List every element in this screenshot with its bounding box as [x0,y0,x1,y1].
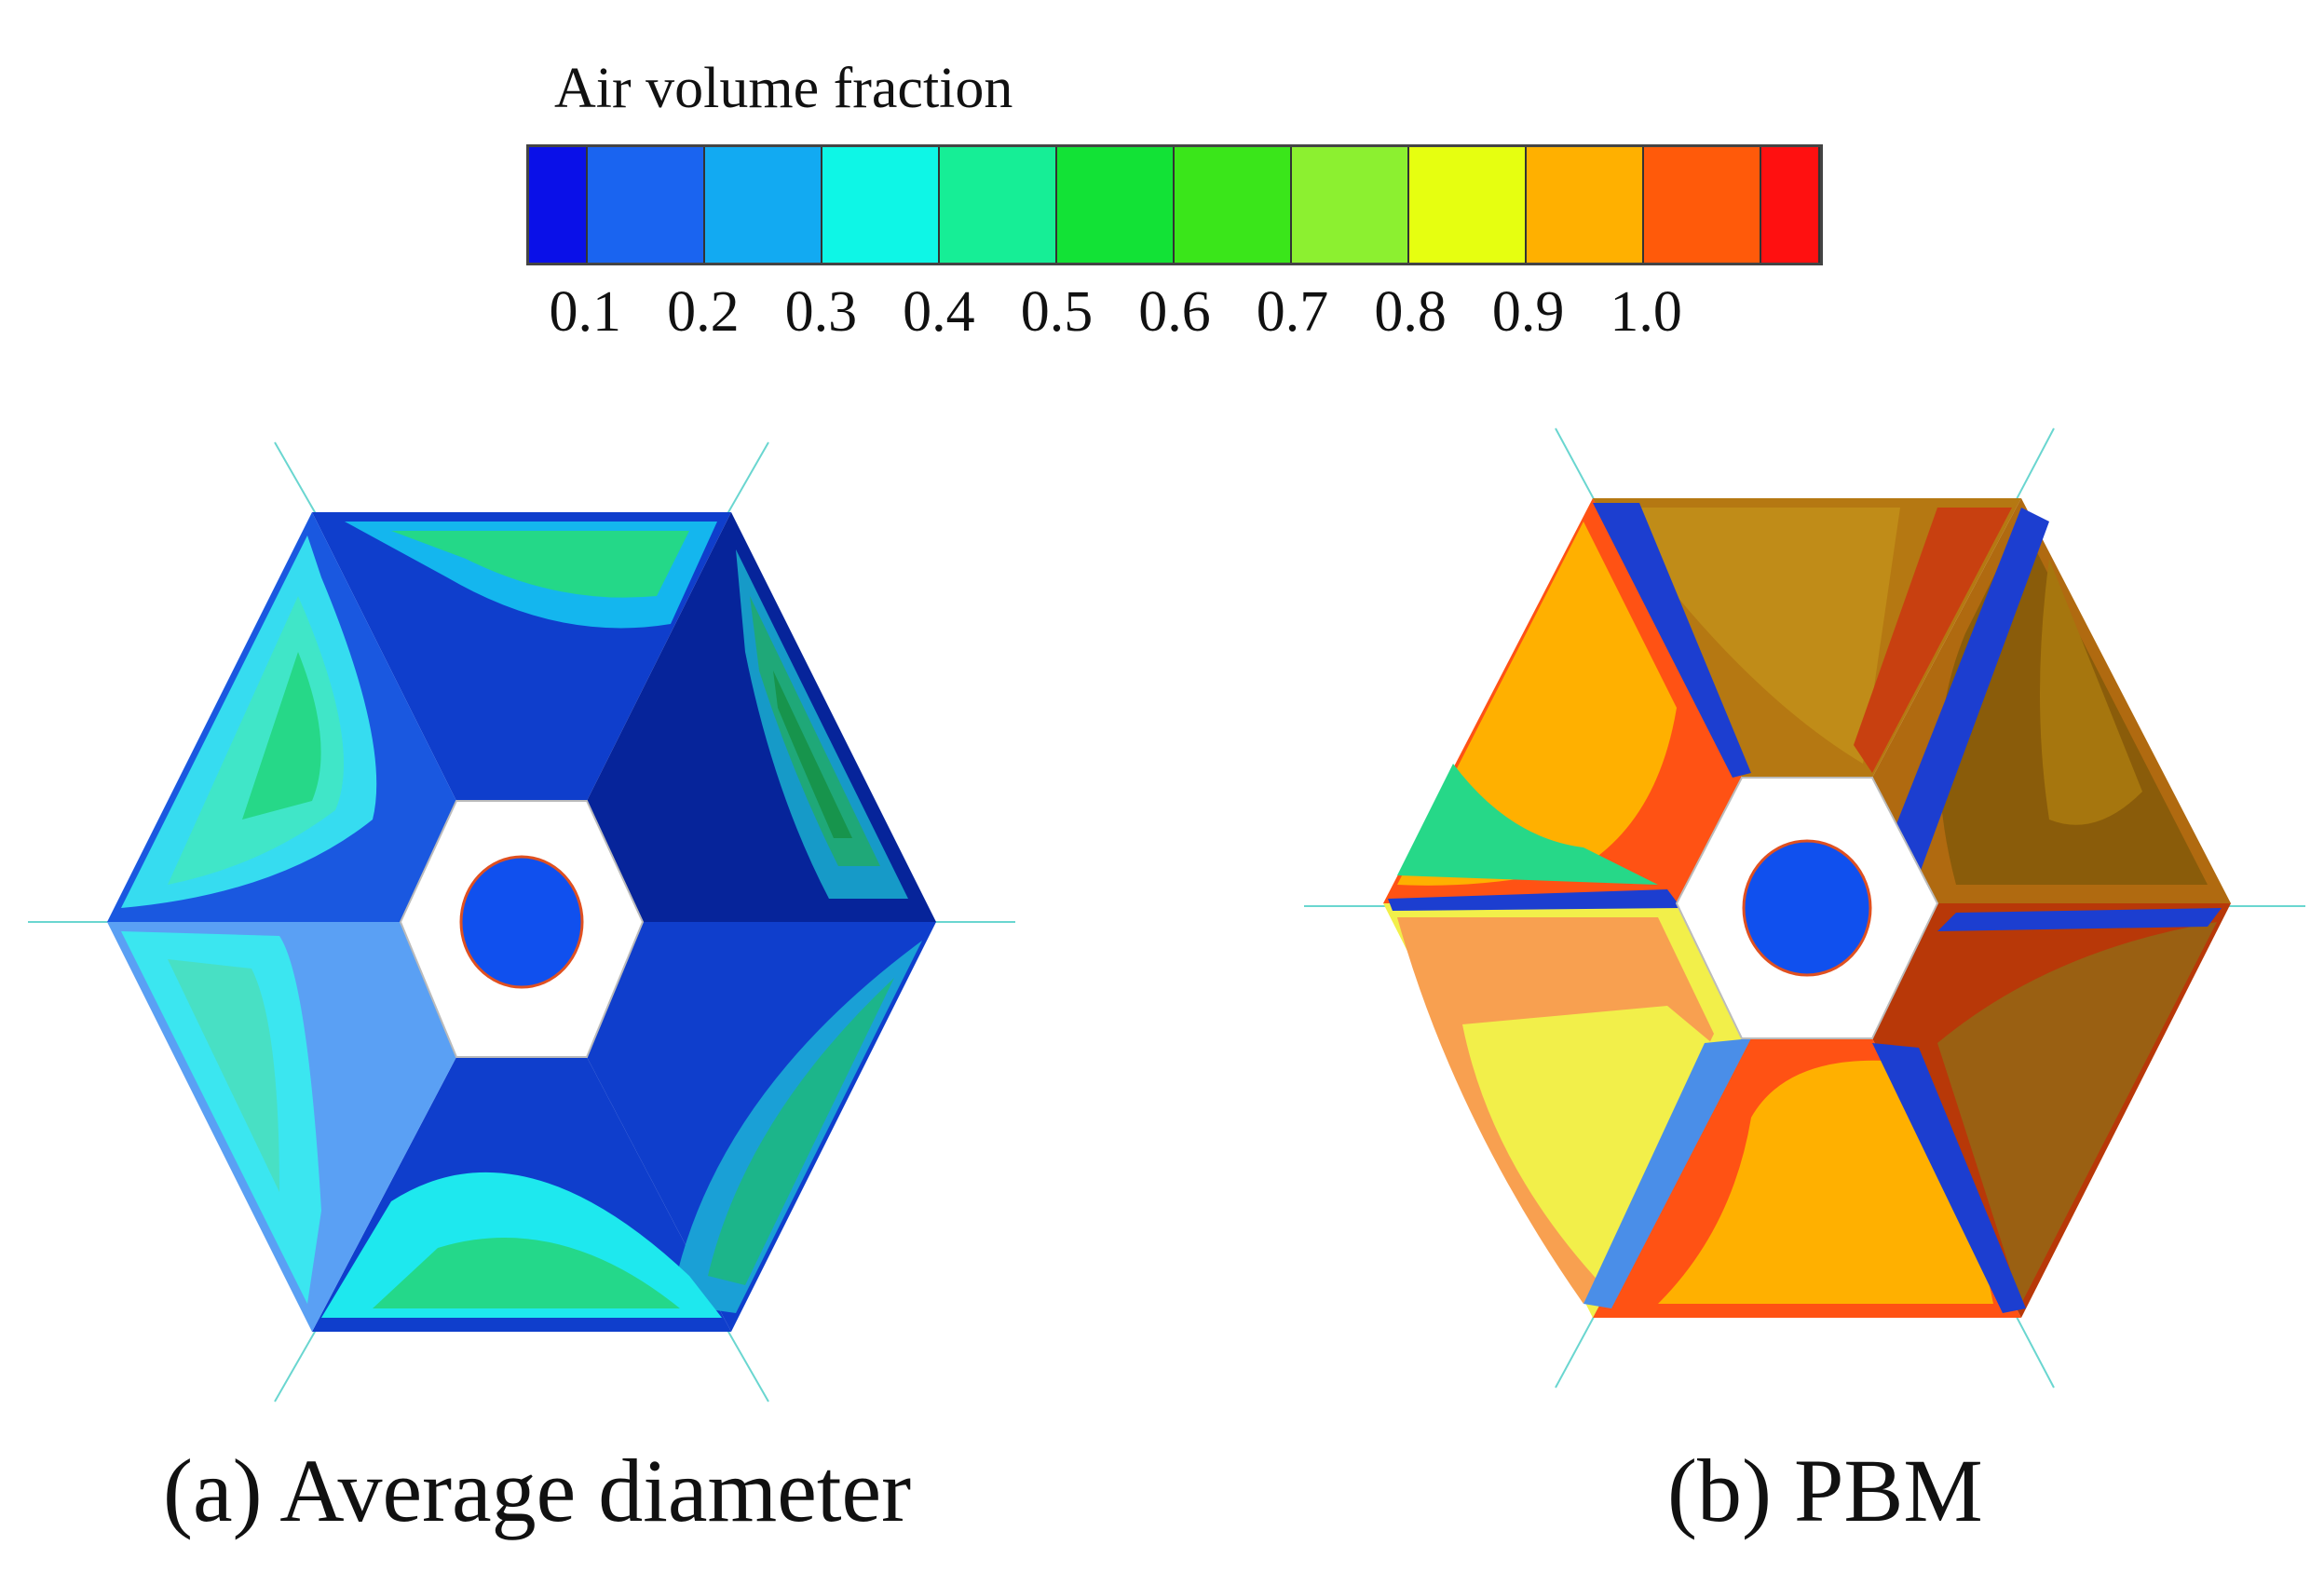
caption-average-diameter: (a) Average diameter [163,1441,912,1540]
colorbar-swatch [1761,147,1820,263]
caption-pbm: (b) PBM [1667,1441,1983,1540]
panel-a-contour [28,441,1015,1403]
colorbar-swatch [588,147,705,263]
colorbar-tick-label: 0.1 [549,280,622,344]
panel-b-central-pipe [1742,839,1872,977]
colorbar-tick-label: 0.9 [1491,280,1565,344]
panel-a-central-pipe [459,855,584,989]
colorbar-swatch [1175,147,1292,263]
colorbar-tick-label: 1.0 [1610,280,1682,344]
colorbar-swatch [1409,147,1527,263]
panel-a-patch-bottom-left [121,931,321,1304]
colorbar-swatch [705,147,822,263]
panel-b-patch-top [1621,508,1900,764]
legend-title: Air volume fraction [554,57,1013,120]
colorbar-swatch [1527,147,1644,263]
colorbar [526,144,1823,265]
colorbar-tick-label: 0.5 [1020,280,1094,344]
colorbar-tick-label: 0.3 [784,280,858,344]
panel-b-contour [1304,427,2305,1389]
colorbar-tick-label: 0.6 [1138,280,1211,344]
colorbar-swatch [1292,147,1409,263]
colorbar-swatch [1057,147,1175,263]
colorbar-swatch [940,147,1057,263]
colorbar-tick-label: 0.4 [903,280,975,344]
colorbar-swatch [529,147,588,263]
colorbar-swatch [822,147,940,263]
colorbar-tick-label: 0.2 [667,280,740,344]
colorbar-ticks: 0.1 0.2 0.3 0.4 0.5 0.6 0.7 0.8 0.9 1.0 [0,279,2324,363]
colorbar-tick-label: 0.8 [1374,280,1447,344]
panel-b-patch-bottom-right [1937,922,2217,1304]
panel-a-patch-top-right [736,549,908,899]
panel-b-patch-bottom [1658,1060,1993,1304]
colorbar-tick-label: 0.7 [1256,280,1329,344]
colorbar-swatch [1644,147,1761,263]
